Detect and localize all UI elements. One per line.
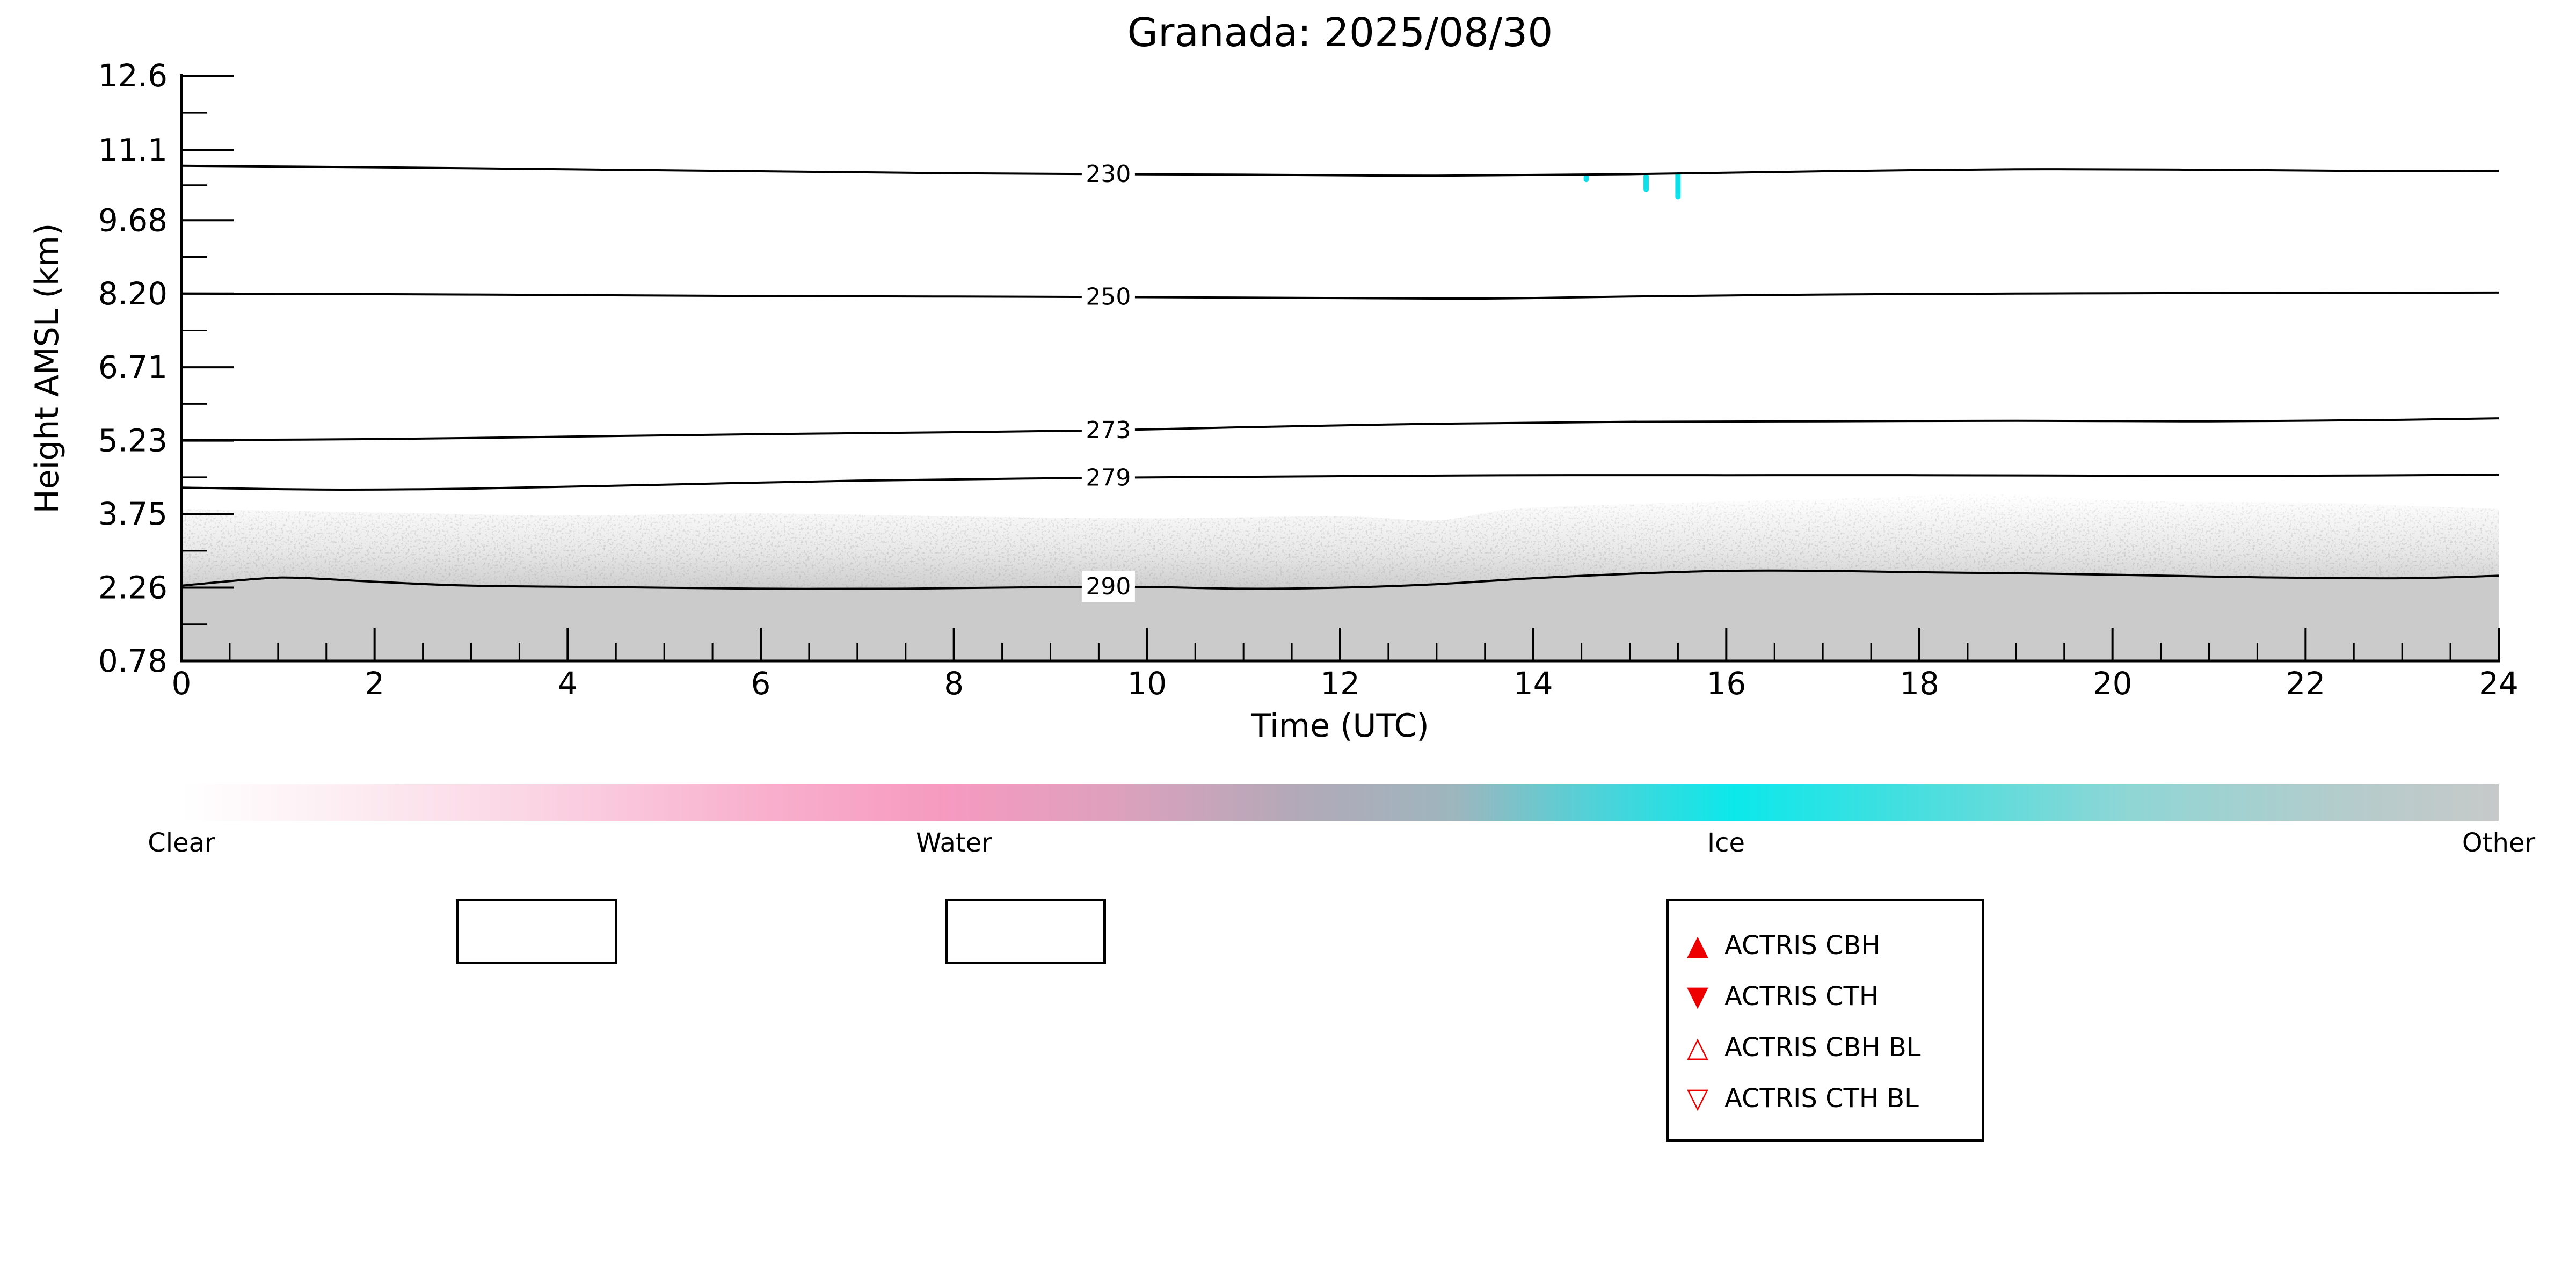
y-tick-label: 0.78 <box>98 643 168 679</box>
legend-item-actris-cbh-bl: △ ACTRIS CBH BL <box>1683 1022 1982 1073</box>
y-tick-label: 11.1 <box>98 132 168 168</box>
isotherm-label-bg <box>1081 281 1135 313</box>
x-tick-label: 10 <box>1127 665 1167 702</box>
x-tick-label: 0 <box>172 665 192 702</box>
x-tick-label: 16 <box>1706 665 1746 702</box>
legend-item-label: ACTRIS CBH BL <box>1724 1032 1921 1063</box>
isotherm-279-line <box>181 474 2499 491</box>
ice-streak <box>1643 173 1649 192</box>
y-tick-label: 6.71 <box>98 349 168 385</box>
x-tick-label: 4 <box>558 665 578 702</box>
y-tick-label: 2.26 <box>98 570 168 606</box>
isotherm-290-line <box>181 569 2499 590</box>
y-tick-label: 3.75 <box>98 496 168 532</box>
isotherm-label: 230 <box>1086 161 1131 188</box>
isotherm-label: 290 <box>1086 573 1131 600</box>
colorbar-label-ice: Ice <box>1707 828 1745 858</box>
legend-item-label: ACTRIS CTH BL <box>1724 1083 1919 1114</box>
y-tick-label: 12.6 <box>98 57 168 94</box>
empty-legend-box-1 <box>456 899 617 964</box>
y-tick-label: 9.68 <box>98 202 168 238</box>
legend-item-label: ACTRIS CBH <box>1724 930 1881 960</box>
chart-title: Granada: 2025/08/30 <box>1127 10 1553 56</box>
x-tick-label: 12 <box>1320 665 1360 702</box>
y-tick-label: 5.23 <box>98 423 168 459</box>
isotherm-230-line <box>181 164 2499 177</box>
isotherm-label-bg <box>1081 571 1135 602</box>
colorbar-label-clear: Clear <box>148 828 215 858</box>
isotherm-label-bg <box>1081 158 1135 190</box>
triangle-up-filled-icon: ▲ <box>1687 929 1708 962</box>
legend-item-actris-cbh: ▲ ACTRIS CBH <box>1683 920 1982 971</box>
triangle-down-filled-icon: ▼ <box>1687 980 1708 1013</box>
colorbar <box>181 784 2499 821</box>
x-tick-label: 22 <box>2286 665 2325 702</box>
isotherm-label: 279 <box>1086 464 1131 491</box>
aerosol-speckle <box>181 493 2499 589</box>
x-tick-label: 18 <box>1900 665 1939 702</box>
isotherm-label-bg <box>1081 414 1135 446</box>
y-tick-label: 8.20 <box>98 275 168 312</box>
triangle-up-open-icon: △ <box>1687 1031 1708 1064</box>
triangle-down-open-icon: ▽ <box>1687 1082 1708 1115</box>
isotherm-273-line <box>181 417 2499 441</box>
y-axis-label: Height AMSL (km) <box>28 223 66 514</box>
ice-streak <box>1675 171 1681 200</box>
isotherm-label: 273 <box>1086 417 1131 444</box>
isotherm-label: 250 <box>1086 283 1131 311</box>
colorbar-label-other: Other <box>2462 828 2536 858</box>
marker-legend: ▲ ACTRIS CBH ▼ ACTRIS CTH △ ACTRIS CBH B… <box>1666 899 1984 1142</box>
x-tick-label: 24 <box>2479 665 2519 702</box>
x-tick-label: 6 <box>751 665 771 702</box>
empty-legend-box-2 <box>945 899 1106 964</box>
x-tick-label: 2 <box>365 665 384 702</box>
x-axis-label: Time (UTC) <box>1251 707 1429 745</box>
x-tick-label: 20 <box>2093 665 2133 702</box>
colorbar-label-water: Water <box>916 828 992 858</box>
isotherm-label-bg <box>1081 462 1135 493</box>
ice-streak <box>1583 174 1589 183</box>
legend-item-label: ACTRIS CTH <box>1724 981 1879 1012</box>
x-tick-label: 14 <box>1513 665 1553 702</box>
x-tick-label: 8 <box>944 665 964 702</box>
legend-item-actris-cth: ▼ ACTRIS CTH <box>1683 971 1982 1022</box>
legend-item-actris-cth-bl: ▽ ACTRIS CTH BL <box>1683 1073 1982 1124</box>
isotherm-250-line <box>181 291 2499 300</box>
